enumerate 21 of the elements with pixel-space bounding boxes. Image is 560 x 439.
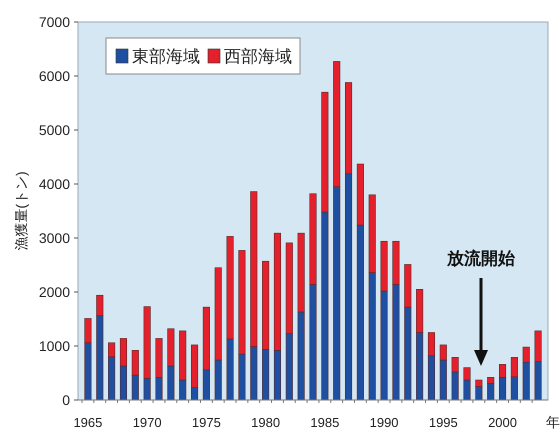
x-tick-label: 1975 — [192, 415, 221, 430]
y-tick-label: 1000 — [38, 338, 70, 354]
x-tick-label: 2000 — [488, 415, 517, 430]
y-tick-label: 2000 — [38, 284, 70, 300]
x-tick-label: 1970 — [132, 415, 162, 430]
x-tick-label: 1965 — [73, 415, 102, 430]
y-tick-label: 6000 — [38, 68, 70, 84]
y-tick-label: 5000 — [38, 122, 70, 138]
annotation: 放流開始 — [446, 249, 516, 268]
legend-label: 西部海域 — [224, 47, 292, 66]
x-tick-label: 1980 — [251, 415, 280, 430]
x-tick-label: 1990 — [370, 415, 399, 430]
y-tick-label: 0 — [62, 392, 70, 408]
y-axis-title: 漁獲量(トン) — [13, 171, 29, 251]
y-tick-label: 4000 — [38, 176, 70, 192]
x-axis-title: 年 — [546, 414, 560, 430]
y-tick-label: 7000 — [38, 14, 70, 30]
legend-label: 東部海域 — [132, 47, 200, 66]
x-tick-label: 1995 — [428, 415, 458, 430]
x-tick-label: 1985 — [310, 415, 340, 430]
y-tick-label: 3000 — [38, 230, 70, 246]
